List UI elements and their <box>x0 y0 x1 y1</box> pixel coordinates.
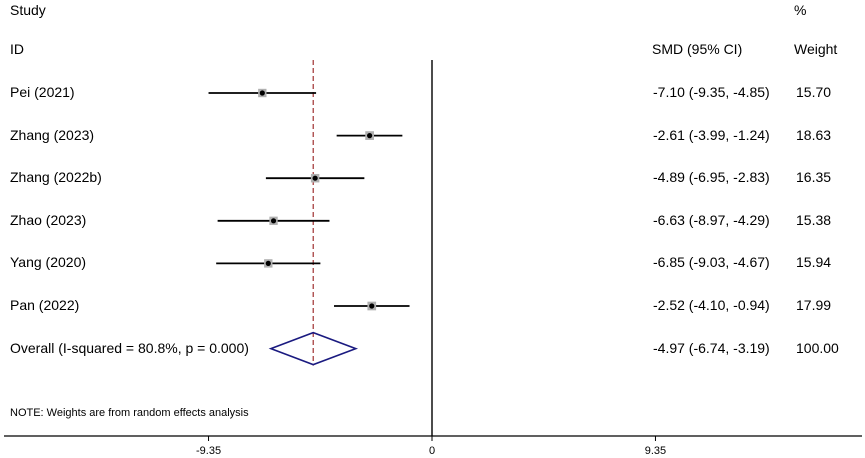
study-point <box>270 218 277 224</box>
overall-weight: 100.00 <box>796 339 839 356</box>
effect-header: SMD (95% CI) <box>652 41 743 57</box>
study-label: Pei (2021) <box>10 84 75 100</box>
id-header: ID <box>10 41 24 57</box>
study-weight: 16.35 <box>796 169 832 186</box>
weight-header: Weight <box>794 41 838 57</box>
study-weight: 18.63 <box>796 126 832 143</box>
study-label: Yang (2020) <box>10 254 87 271</box>
study-ci-text: -6.85 (-9.03, -4.67) <box>653 254 770 271</box>
study-label: Zhang (2022b) <box>10 169 102 186</box>
overall-ci-text: -4.97 (-6.74, -3.19) <box>653 339 770 356</box>
study-label: Zhang (2023) <box>10 126 95 143</box>
study-point <box>367 133 373 139</box>
overall-label: Overall (I-squared = 80.8%, p = 0.000) <box>10 339 249 356</box>
study-point <box>259 90 265 96</box>
study-ci-text: -7.10 (-9.35, -4.85) <box>653 84 770 100</box>
x-tick-label: -9.35 <box>196 445 221 457</box>
study-weight: 15.94 <box>796 254 832 271</box>
study-weight: 15.70 <box>796 84 832 100</box>
overall-diamond <box>268 331 359 366</box>
x-tick-label: 9.35 <box>645 445 666 457</box>
x-tick-label: 0 <box>429 445 435 457</box>
study-point <box>369 303 375 309</box>
study-ci-text: -2.61 (-3.99, -1.24) <box>653 126 770 143</box>
study-label: Zhao (2023) <box>10 211 87 228</box>
study-weight: 15.38 <box>796 211 832 228</box>
study-label: Pan (2022) <box>10 297 80 313</box>
study-point <box>312 175 318 181</box>
study-point <box>265 260 271 266</box>
percent-header: % <box>794 2 807 18</box>
study-weight: 17.99 <box>796 297 832 313</box>
note-text: NOTE: Weights are from random effects an… <box>10 407 249 419</box>
study-ci-text: -4.89 (-6.95, -2.83) <box>653 169 770 186</box>
study-header: Study <box>10 2 46 18</box>
study-ci-text: -6.63 (-8.97, -4.29) <box>653 211 770 228</box>
study-ci-text: -2.52 (-4.10, -0.94) <box>653 297 770 313</box>
